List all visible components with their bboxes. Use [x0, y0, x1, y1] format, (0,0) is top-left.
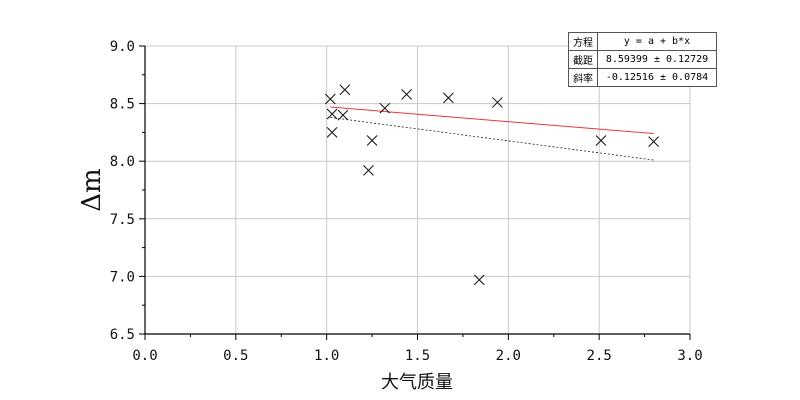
intercept-value: 8.59399 ± 0.12729	[597, 50, 717, 69]
data-point	[326, 127, 338, 138]
slope-value: -0.12516 ± 0.0784	[597, 68, 717, 87]
data-point	[443, 92, 454, 104]
y-tick-label: 7.5	[110, 212, 135, 228]
data-point	[595, 135, 607, 146]
data-point	[337, 109, 349, 121]
axis-ticks: 0.0 0.5 1.0 1.5 2.0 2.5 3.0 6.5 7.0 7.5 8.0 8.5 9.0	[110, 39, 703, 364]
data-point	[366, 135, 378, 146]
dashed-reference-line	[330, 117, 654, 161]
data-point	[324, 93, 336, 105]
y-tick-label: 6.5	[110, 327, 135, 343]
slope-label: 斜率	[568, 68, 598, 87]
y-tick-label: 8.0	[110, 154, 135, 170]
x-tick-label: 3.0	[677, 348, 702, 364]
y-tick-label: 8.5	[110, 97, 135, 113]
data-point	[473, 274, 485, 286]
table-row: 截距 8.59399 ± 0.12729	[568, 50, 717, 69]
y-tick-label: 7.0	[110, 269, 135, 285]
data-point	[648, 136, 660, 147]
x-axis-title: 大气质量	[381, 372, 453, 393]
table-row: 斜率 -0.12516 ± 0.0784	[568, 68, 717, 87]
intercept-label: 截距	[568, 50, 598, 69]
equation-value: y = a + b*x	[597, 32, 717, 51]
grid-lines	[145, 45, 691, 334]
x-tick-label: 2.0	[496, 348, 521, 364]
x-tick-label: 2.5	[587, 348, 612, 364]
data-points	[324, 84, 660, 286]
data-point	[379, 102, 391, 114]
y-tick-label: 9.0	[110, 39, 135, 55]
data-point	[339, 84, 351, 96]
table-row: 方程 y = a + b*x	[568, 32, 717, 51]
data-point	[492, 97, 503, 108]
linear-fit-line	[330, 106, 654, 135]
data-point	[363, 165, 374, 176]
data-point	[401, 89, 412, 100]
y-axis-title: Δm	[77, 168, 107, 211]
x-tick-label: 1.5	[405, 348, 430, 364]
equation-label: 方程	[568, 32, 598, 51]
x-tick-label: 1.0	[314, 348, 339, 364]
x-tick-label: 0.0	[132, 348, 157, 364]
x-tick-label: 0.5	[223, 348, 248, 364]
fit-lines	[330, 106, 654, 161]
data-point	[326, 108, 338, 120]
fit-parameters-table: 方程 y = a + b*x 截距 8.59399 ± 0.12729 斜率 -…	[568, 32, 717, 87]
